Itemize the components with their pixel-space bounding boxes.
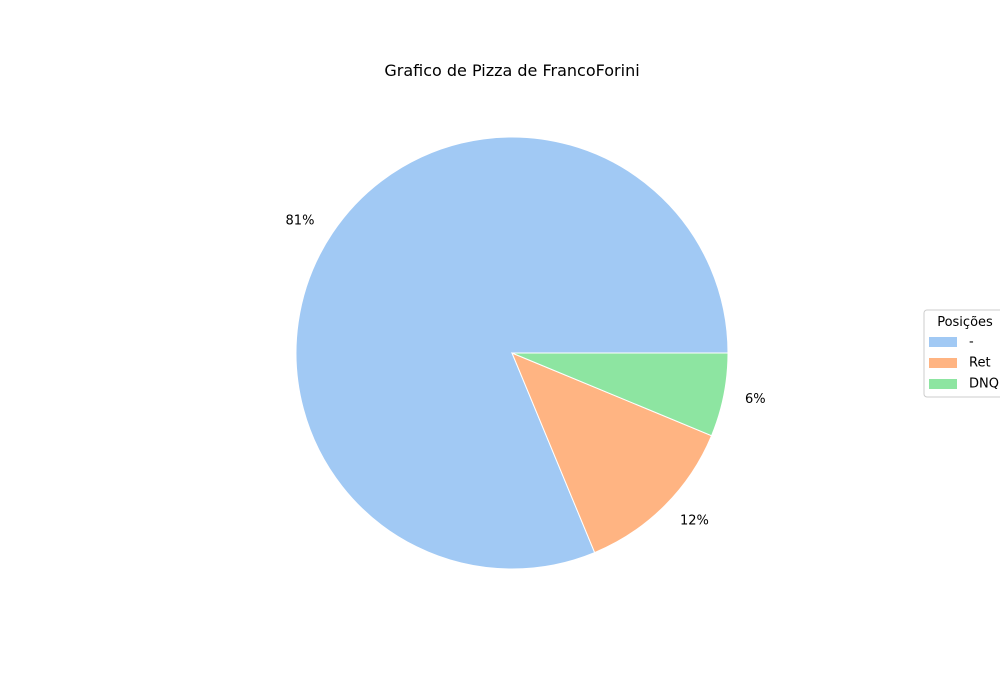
legend-frame xyxy=(923,309,1000,398)
percentage-labels: 81% 12% 6% xyxy=(286,213,766,528)
pie-slice-2 xyxy=(511,352,713,554)
legend: Posições - Ret DNQ xyxy=(923,309,1000,398)
legend-entry-label: Ret xyxy=(969,356,991,371)
legend-entry-label: DNQ xyxy=(969,377,999,392)
chart-title: Grafico de Pizza de FrancoForini xyxy=(384,61,639,80)
legend-swatch xyxy=(929,337,957,347)
legend-swatch xyxy=(929,358,957,368)
legend-items: - Ret DNQ xyxy=(929,335,999,392)
pie-slice-3 xyxy=(511,352,729,437)
slice-percentage-label: 12% xyxy=(680,514,709,529)
legend-swatch xyxy=(929,379,957,389)
legend-title: Posições xyxy=(937,315,993,330)
slice-percentage-label: 6% xyxy=(745,392,766,407)
pie-slices xyxy=(295,136,729,570)
legend-entry-label: - xyxy=(969,335,974,350)
slice-percentage-label: 81% xyxy=(286,213,315,228)
